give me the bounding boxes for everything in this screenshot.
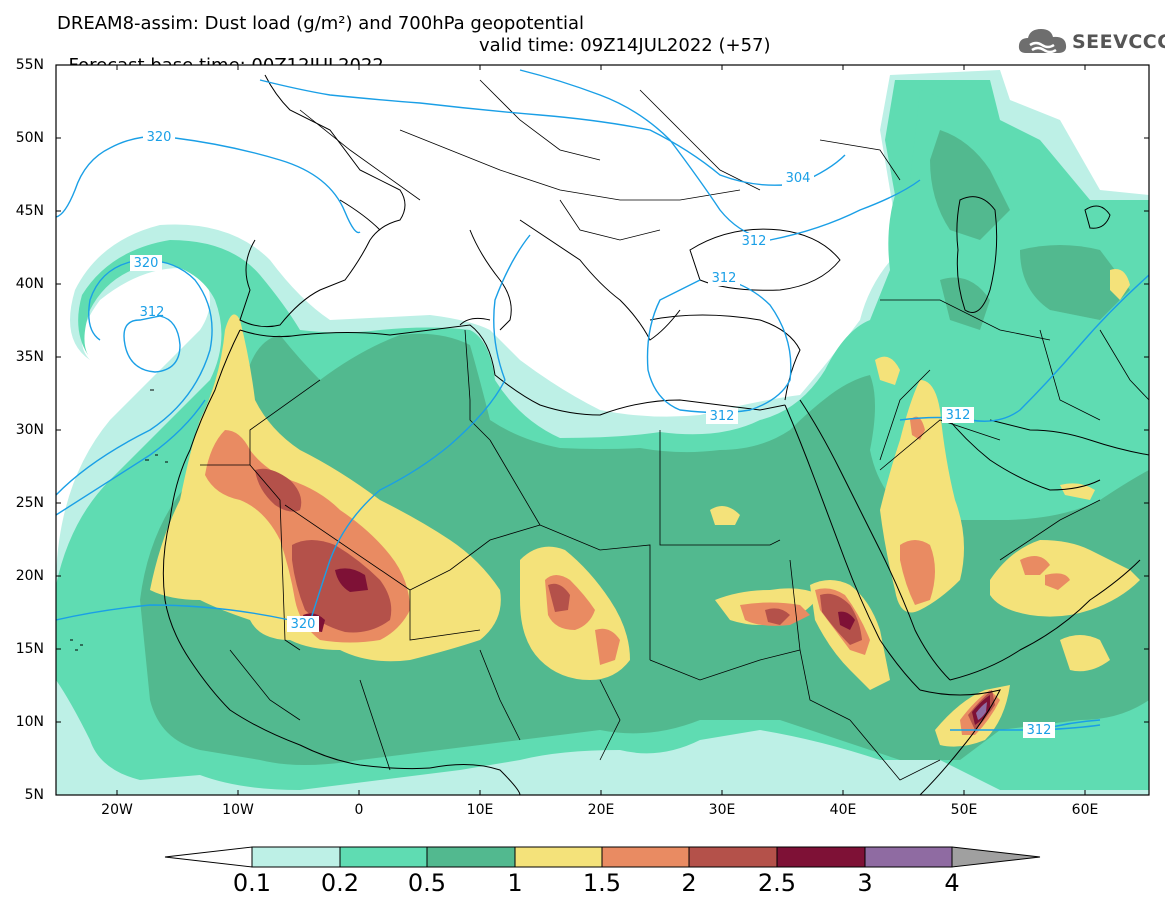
valid-time: valid time: 09Z14JUL2022 (+57)	[479, 35, 771, 56]
country-borders	[200, 79, 1149, 781]
lon-label: 50E	[950, 802, 978, 818]
lon-label: 20W	[101, 802, 133, 818]
lon-label: 20E	[587, 802, 615, 818]
colorbar-label: 3	[857, 869, 873, 897]
contour-label: 312	[140, 305, 165, 320]
lon-label: 40E	[829, 802, 857, 818]
logo-text: SEEVCCC	[1072, 31, 1165, 53]
contour-label: 312	[946, 408, 971, 423]
contour-label: 304	[786, 171, 811, 186]
contour-label: 312	[742, 234, 767, 249]
colorbar-label: 0.1	[232, 869, 272, 897]
geopotential-contours	[56, 69, 1149, 731]
contour-label: 320	[291, 617, 316, 632]
cloud-icon	[1018, 29, 1067, 54]
map-title: DREAM8-assim: Dust load (g/m²) and 700hP…	[57, 13, 584, 34]
dust-level-3	[976, 702, 987, 720]
colorbar-label: 2.5	[757, 869, 797, 897]
colorbar-label: 1.5	[582, 869, 622, 897]
colorbar-label: 1	[507, 869, 523, 897]
colorbar-label: 0.2	[320, 869, 360, 897]
colorbar-label: 2	[681, 869, 697, 897]
contour-label: 312	[712, 271, 737, 286]
coastlines	[70, 74, 1149, 795]
lat-label: 20N	[15, 568, 44, 584]
lat-label: 25N	[15, 495, 44, 511]
contour-label: 320	[134, 256, 159, 271]
lat-label: 50N	[15, 130, 44, 146]
lon-label: 10W	[222, 802, 254, 818]
lat-label: 10N	[15, 714, 44, 730]
colorbar-label: 4	[944, 869, 960, 897]
contour-label: 320	[147, 130, 172, 145]
lon-label: 10E	[466, 802, 494, 818]
colorbar-label: 0.5	[407, 869, 447, 897]
lat-label: 5N	[24, 787, 44, 803]
contour-label: 312	[1027, 723, 1052, 738]
lat-label: 35N	[15, 349, 44, 365]
contour-label-group: 320 320 312 304 312 312 312 312 320 312	[130, 129, 1055, 738]
contour-label: 312	[710, 409, 735, 424]
axis-ticks	[56, 64, 1149, 796]
lon-label: 60E	[1071, 802, 1099, 818]
lat-label: 30N	[15, 422, 44, 438]
lat-label: 15N	[15, 641, 44, 657]
lat-label: 40N	[15, 276, 44, 292]
lon-label: 0	[354, 802, 364, 818]
lon-label: 30E	[708, 802, 736, 818]
lat-label: 55N	[15, 57, 44, 73]
lat-label: 45N	[15, 203, 44, 219]
seevccc-logo: SEEVCCC	[1016, 25, 1165, 59]
